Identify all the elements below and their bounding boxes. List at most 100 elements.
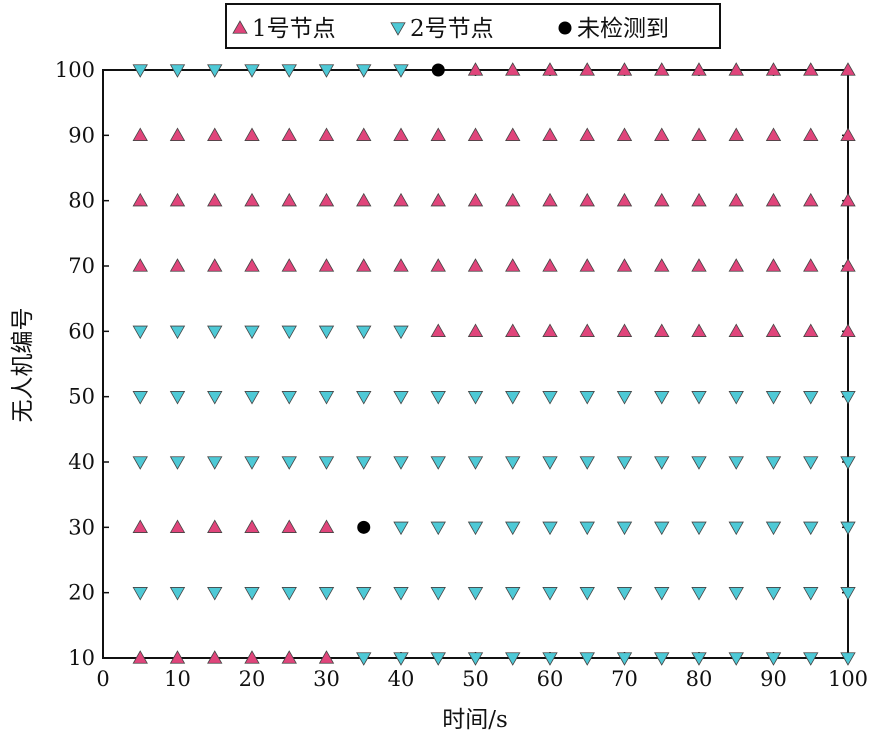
node2-point: [132, 587, 148, 601]
x-tick-label: 30: [313, 667, 340, 691]
node2-point: [169, 391, 186, 405]
node1-point: [505, 258, 521, 272]
node2-point: [542, 391, 558, 405]
node2-point: [728, 521, 744, 536]
node2-point: [207, 64, 223, 78]
node1-point: [281, 519, 297, 533]
undetected-point: [357, 520, 371, 534]
node1-point: [467, 323, 484, 337]
y-tick-label: 10: [68, 646, 95, 670]
node1-point: [207, 519, 223, 533]
node2-point: [505, 521, 521, 536]
node1-point: [244, 650, 260, 664]
y-tick-label: 60: [68, 319, 95, 343]
node2-point: [132, 64, 148, 78]
node2-point: [803, 391, 819, 405]
node1-point: [542, 127, 558, 141]
node2-point: [356, 64, 372, 78]
legend-undetected-label: 未检测到: [577, 16, 669, 42]
node1-point: [207, 650, 223, 664]
node2-point: [765, 521, 782, 536]
node2-point: [356, 325, 372, 340]
node1-point: [169, 519, 186, 533]
node1-point: [579, 62, 595, 76]
node1-point: [840, 127, 856, 141]
node2-point: [169, 325, 186, 340]
node2-point: [840, 587, 856, 601]
node2-point: [728, 652, 744, 666]
node2-point: [840, 652, 856, 666]
node1-point: [616, 192, 633, 207]
node1-point: [654, 323, 670, 337]
node1-point: [803, 323, 819, 337]
x-tick-label: 50: [462, 667, 489, 691]
node1-point: [728, 258, 744, 272]
node1-point: [542, 62, 558, 76]
node2-point: [654, 456, 670, 470]
node2-point: [654, 652, 670, 666]
node1-point: [281, 192, 297, 207]
node2-point: [318, 456, 335, 470]
node2-point: [579, 391, 595, 405]
node2-point: [281, 456, 297, 470]
node1-point: [691, 258, 707, 272]
legend-node2-marker: [390, 22, 406, 36]
node1-point: [244, 519, 260, 533]
node2-point: [616, 652, 633, 666]
x-tick-label: 80: [686, 667, 713, 691]
node2-point: [579, 652, 595, 666]
node1-point: [281, 258, 297, 272]
node1-point: [765, 192, 782, 207]
node1-point: [728, 192, 744, 207]
node1-point: [654, 127, 670, 141]
node1-point: [654, 192, 670, 207]
node2-point: [207, 456, 223, 470]
node2-point: [244, 587, 260, 601]
node2-point: [579, 456, 595, 470]
node2-point: [132, 325, 148, 340]
node2-point: [542, 456, 558, 470]
node1-point: [803, 127, 819, 141]
x-tick-label: 0: [96, 667, 109, 691]
node1-point: [765, 62, 782, 76]
node2-point: [840, 521, 856, 536]
node2-point: [765, 391, 782, 405]
node2-point: [616, 521, 633, 536]
node1-point: [691, 323, 707, 337]
node2-point: [430, 456, 446, 470]
node1-point: [393, 127, 409, 141]
node2-point: [803, 587, 819, 601]
node2-point: [169, 64, 186, 78]
y-tick-label: 50: [68, 385, 95, 409]
node2-point: [356, 652, 372, 666]
node1-point: [132, 258, 148, 272]
y-tick-label: 90: [68, 123, 95, 147]
node1-point: [430, 192, 446, 207]
node2-point: [393, 64, 409, 78]
node1-point: [691, 192, 707, 207]
node2-point: [840, 391, 856, 405]
node1-point: [467, 62, 484, 76]
y-tick-label: 40: [68, 450, 95, 474]
node2-point: [765, 587, 782, 601]
node2-point: [356, 587, 372, 601]
node1-point: [393, 258, 409, 272]
x-tick-label: 20: [239, 667, 266, 691]
node1-point: [430, 323, 446, 337]
node2-point: [803, 652, 819, 666]
node1-point: [467, 258, 484, 272]
node1-point: [505, 127, 521, 141]
node1-point: [430, 258, 446, 272]
node2-point: [467, 521, 484, 536]
node2-point: [430, 521, 446, 536]
node1-point: [207, 192, 223, 207]
node2-point: [542, 521, 558, 536]
node1-point: [356, 192, 372, 207]
node2-point: [505, 456, 521, 470]
x-tick-label: 70: [611, 667, 638, 691]
node1-point: [244, 127, 260, 141]
node1-point: [840, 323, 856, 337]
node1-point: [207, 127, 223, 141]
node2-point: [505, 652, 521, 666]
